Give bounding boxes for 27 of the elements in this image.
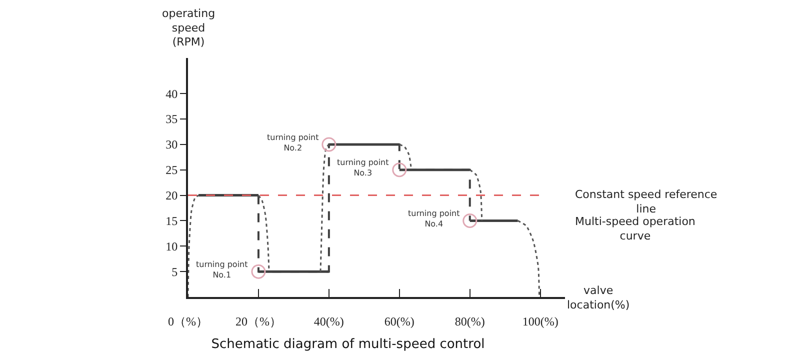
x-tick-label: 100(%) bbox=[522, 314, 558, 328]
y-tick-label: 10 bbox=[166, 239, 178, 254]
x-tick-label: 80(%) bbox=[454, 314, 485, 328]
y-axis-title: operating speed (RPM) bbox=[162, 7, 216, 49]
point bbox=[322, 137, 336, 152]
annotation: turning point No.2 bbox=[267, 133, 319, 152]
x-tick-label: 60(%) bbox=[384, 314, 414, 328]
point bbox=[251, 264, 266, 279]
x-tick-label: 20（%） bbox=[235, 314, 282, 328]
point bbox=[392, 162, 407, 178]
x-axis-title: valve location(%) bbox=[567, 284, 630, 312]
ref-line-label: Constant speed reference line bbox=[575, 188, 718, 216]
y-tick-label: 25 bbox=[166, 163, 178, 178]
text: Schematic diagram of multi-speed control bbox=[211, 337, 485, 352]
y-tick-label: 35 bbox=[166, 112, 178, 126]
x-tick-label: 0（%） bbox=[168, 314, 208, 328]
point bbox=[462, 213, 478, 228]
y-tick-label: 5 bbox=[172, 264, 178, 279]
y-tick-label: 15 bbox=[166, 214, 178, 228]
annotation: turning point No.4 bbox=[408, 209, 460, 228]
text: Multi-speed operation curve bbox=[575, 215, 696, 242]
x-tick-label: 40(%) bbox=[314, 314, 344, 328]
y-tick-label: 30 bbox=[166, 138, 178, 152]
annotation: turning point No.3 bbox=[337, 158, 389, 178]
annotation: turning point No.1 bbox=[196, 260, 248, 280]
y-tick-label: 40 bbox=[166, 86, 178, 101]
y-tick-label: 20 bbox=[166, 188, 178, 202]
